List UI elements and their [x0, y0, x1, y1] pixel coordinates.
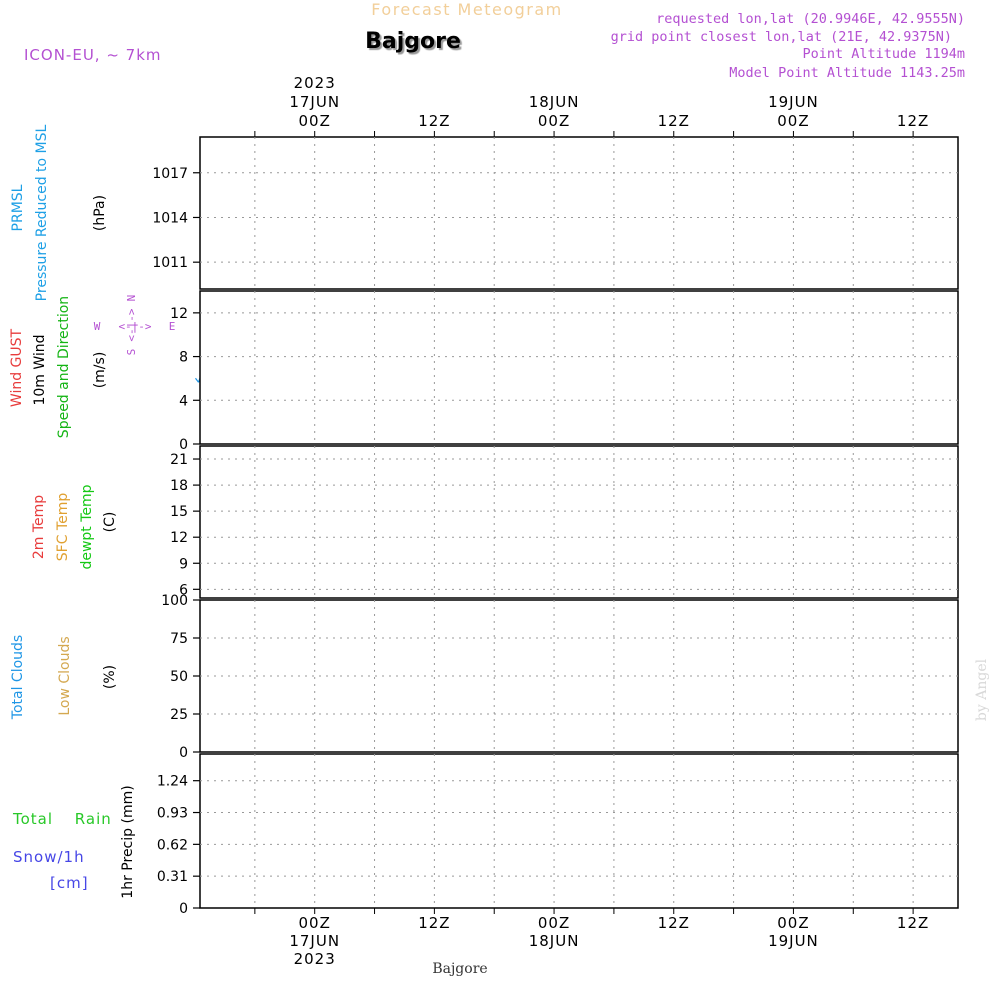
time-label-bottom: 12Z [658, 914, 690, 932]
y-tick-label: 1011 [152, 255, 188, 271]
time-label-bottom: 12Z [897, 914, 929, 932]
temp-unit: (C) [102, 512, 118, 533]
wind-label: 10m Wind [32, 334, 48, 405]
precip-unit: 1hr Precip (mm) [120, 785, 136, 898]
wind-unit: (m/s) [92, 352, 108, 389]
y-tick-label: 0 [179, 745, 188, 761]
model-label: ICON-EU, ~ 7km [24, 46, 162, 64]
y-tick-label: 21 [170, 452, 188, 468]
panel-frame-precip [199, 753, 959, 909]
panel-frame-wind [199, 290, 959, 445]
y-tick-label: 1017 [152, 166, 188, 182]
y-tick-label: 25 [170, 707, 188, 723]
temp2m-label: 2m Temp [31, 495, 47, 559]
y-tick-label: 50 [170, 669, 188, 685]
y-tick-label: 18 [170, 478, 188, 494]
sfc-label: SFC Temp [55, 493, 71, 562]
y-tick-label: 9 [179, 556, 188, 572]
snow-unit-label: [cm] [50, 874, 89, 892]
y-tick-label: 6 [179, 582, 188, 598]
cloud-labels: Total Clouds Low Clouds (%) [10, 635, 118, 720]
time-label-top: 12Z [658, 112, 690, 130]
y-tick-label: 0 [179, 901, 188, 917]
dewpt-label: dewpt Temp [79, 484, 95, 569]
time-label-top: 12Z [897, 112, 929, 130]
pressure-label-1: PRMSL [10, 184, 26, 231]
compass-vertical-arrow: <-|-> [125, 308, 138, 341]
gust-label: Wind GUST [9, 328, 25, 407]
compass-e: E [169, 320, 176, 333]
axis-layer: 101110141017048126912151821025507510000.… [152, 74, 959, 968]
rain-label: Total Rain [12, 810, 112, 828]
point-altitude: Point Altitude 1194m [802, 46, 965, 62]
y-tick-label: 12 [170, 530, 188, 546]
compass-s: S [125, 349, 138, 356]
panel-frame-temperature [199, 445, 959, 599]
time-label-top: 00Z [538, 112, 570, 130]
time-label-bottom: 00Z [777, 914, 809, 932]
time-label-bottom: 00Z [538, 914, 570, 932]
time-label-bottom: 2023 [294, 950, 336, 968]
temp-labels: 2m Temp SFC Temp dewpt Temp (C) [31, 484, 118, 569]
time-label-top: 19JUN [768, 93, 819, 111]
y-tick-label: 0 [179, 437, 188, 453]
total-clouds-label: Total Clouds [10, 635, 26, 720]
y-tick-label: 1014 [152, 210, 188, 226]
time-label-top: 2023 [294, 74, 336, 92]
time-label-bottom: 00Z [299, 914, 331, 932]
header-title: Forecast Meteogram [371, 0, 562, 19]
snow-label: Snow/1h [13, 848, 85, 866]
time-label-top: 00Z [777, 112, 809, 130]
y-tick-label: 0.93 [157, 806, 188, 822]
grid-point-coords: grid point closest lon,lat (21E, 42.9375… [611, 29, 952, 45]
pressure-label-2: Pressure Reduced to MSL [34, 124, 50, 301]
direction-label: Speed and Direction [56, 296, 72, 438]
time-label-top: 12Z [418, 112, 450, 130]
requested-coords: requested lon,lat (20.9946E, 42.9555N) [656, 11, 965, 27]
time-label-bottom: 19JUN [768, 932, 819, 950]
wind-labels: Wind GUST 10m Wind Speed and Direction (… [9, 296, 108, 438]
y-tick-label: 75 [170, 631, 188, 647]
y-tick-label: 4 [179, 393, 188, 409]
time-label-top: 17JUN [289, 93, 340, 111]
y-tick-label: 0.31 [157, 869, 188, 885]
time-label-bottom: 18JUN [529, 932, 580, 950]
time-label-bottom: 12Z [418, 914, 450, 932]
y-tick-label: 100 [161, 593, 188, 609]
y-tick-label: 12 [170, 306, 188, 322]
model-altitude: Model Point Altitude 1143.25m [729, 65, 965, 81]
precip-labels: Total Rain Snow/1h [cm] 1hr Precip (mm) [12, 785, 136, 898]
compass-horizontal-arrow: <-|-> [118, 320, 151, 333]
footer-location: Bajgore [432, 961, 487, 977]
credit-text: by Angel [974, 658, 990, 721]
compass-rose: N <-|-> S W <-|-> E [94, 295, 176, 356]
time-label-top: 18JUN [529, 93, 580, 111]
y-tick-label: 15 [170, 504, 188, 520]
location-title: Bajgore [365, 29, 461, 54]
time-label-top: 00Z [299, 112, 331, 130]
y-tick-label: 0.62 [157, 837, 188, 853]
compass-n: N [125, 295, 138, 302]
y-tick-label: 8 [179, 350, 188, 366]
low-clouds-label: Low Clouds [57, 636, 73, 715]
time-label-bottom: 17JUN [289, 932, 340, 950]
panel-frame-pressure [199, 136, 959, 290]
cloud-unit: (%) [102, 665, 118, 689]
y-tick-label: 1.24 [157, 774, 188, 790]
pressure-labels: PRMSL Pressure Reduced to MSL (hPa) [10, 124, 108, 301]
pressure-unit: (hPa) [92, 195, 108, 231]
compass-w: W [94, 320, 101, 333]
